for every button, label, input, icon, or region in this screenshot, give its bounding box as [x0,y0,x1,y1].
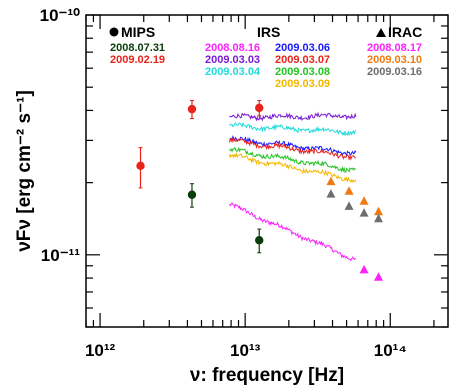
irs-spectrum-2008-08-16 [229,201,357,262]
irs-spectrum-2009-03-07 [229,136,357,161]
irs-spectrum-2009-03-03 [229,111,357,122]
mips-point-2009-02-19 [255,103,264,113]
legend-entry: 2009.03.09 [275,78,330,90]
y-tick-label: 10⁻¹⁰ [40,6,81,25]
irac-point-2008-08-17 [359,264,369,274]
legend-entry: 2009.03.10 [367,54,422,66]
mips-point-2008-07-31 [187,190,197,199]
plot-frame [85,14,449,328]
legend-entry: 2008.08.17 [367,42,422,54]
x-axis-title: ν: frequency [Hz] [190,365,344,386]
legend-irs-title: IRS [257,24,280,40]
legend-mips-title: MIPS [121,24,155,40]
x-tick-label: 10¹³ [230,341,261,360]
legend-entry: 2008.07.31 [110,42,165,54]
legend-entry: 2009.02.19 [110,54,165,66]
series-layer [136,100,384,281]
legend-irac-marker [376,28,386,37]
y-tick-label: 10⁻¹¹ [41,246,81,265]
irac-point-2009-03-10 [374,206,384,216]
axis-ticks [85,14,448,328]
irs-spectrum-2009-03-04 [229,121,357,137]
legend-entry: 2008.08.16 [205,42,260,54]
legend-entry: 2009.03.04 [205,66,261,78]
irs-spectrum-2009-03-09 [229,151,357,184]
irac-point-2008-08-17 [374,272,384,281]
x-tick-label: 10¹² [85,341,116,360]
mips-point-2009-02-19 [187,104,197,114]
irac-point-2009-03-10 [326,176,336,186]
legend-entry: 2009.03.06 [275,42,330,54]
irac-point-2009-03-16 [374,213,384,223]
mips-point-2009-02-19 [136,161,145,171]
irs-spectrum-2009-03-08 [229,146,357,173]
irac-point-2009-03-16 [326,189,336,198]
legend-entry: 2009.03.16 [367,66,422,78]
legend-irac-title: IRAC [388,24,422,40]
legend-entry: 2009.03.08 [275,66,330,78]
mips-point-2008-07-31 [255,236,264,245]
legend-mips-marker [109,27,119,37]
irac-point-2009-03-10 [344,186,354,195]
x-tick-label: 10¹⁴ [374,341,407,360]
y-axis-title: νFν [erg cm⁻² s⁻¹] [14,90,35,252]
legend-entry: 2009.03.07 [275,54,330,66]
irac-point-2009-03-16 [359,208,369,217]
irac-point-2009-03-16 [344,201,354,210]
irs-spectrum-2009-03-06 [229,135,357,158]
irac-point-2009-03-10 [359,196,369,205]
axis-tick-labels: 10¹² 10¹³ 10¹⁴ 10⁻¹¹ 10⁻¹⁰ [40,6,407,360]
legend-entry: 2009.03.03 [205,54,260,66]
